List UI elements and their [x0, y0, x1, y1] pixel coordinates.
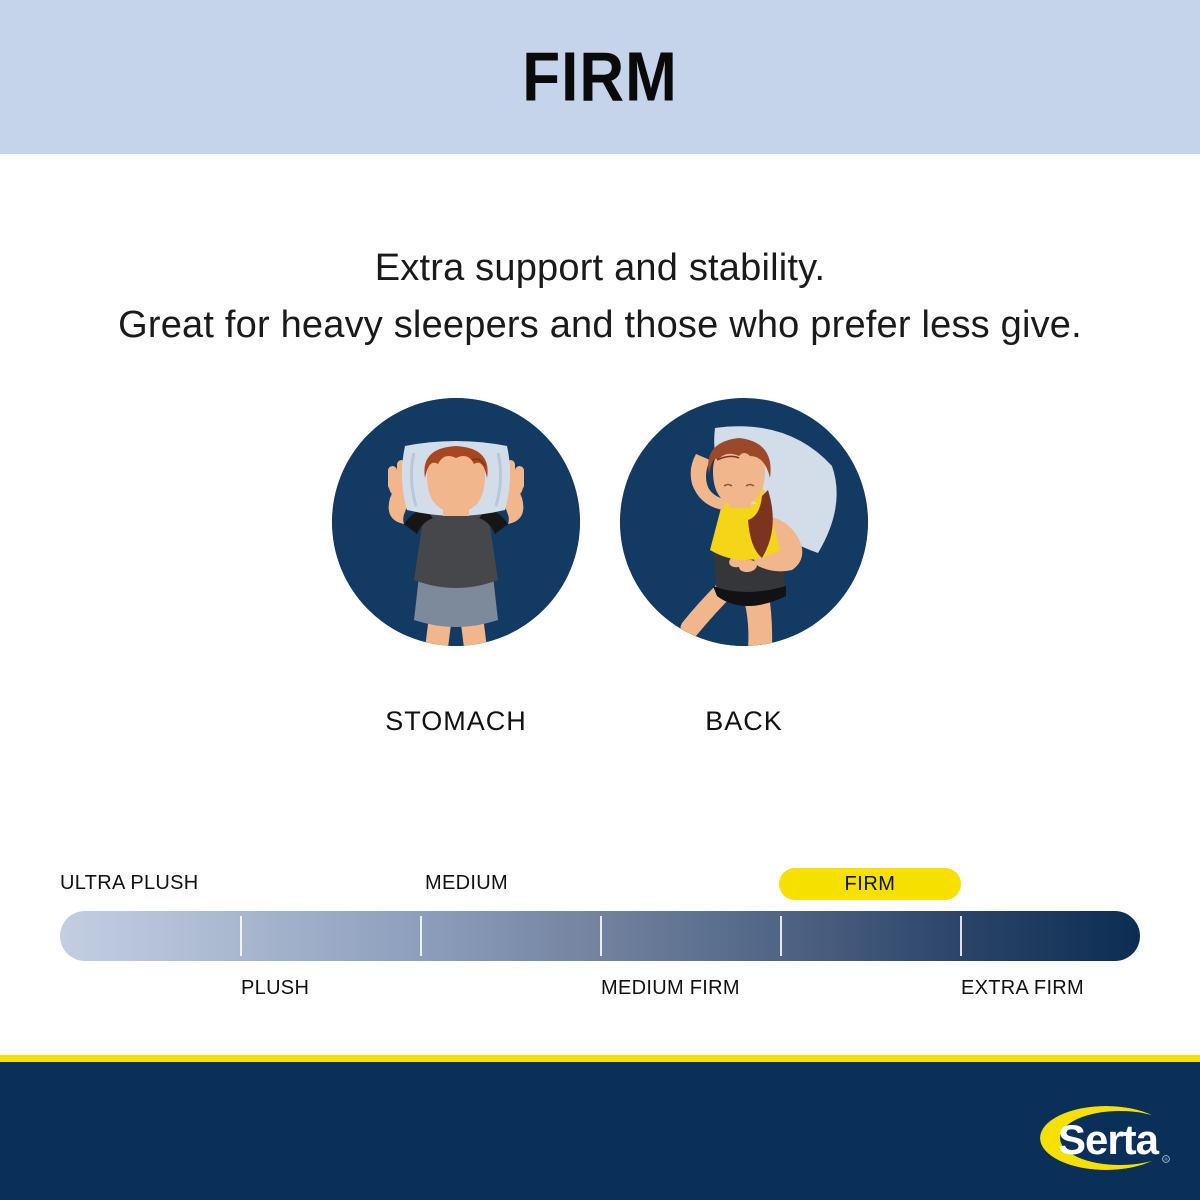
svg-text:®: ® — [1164, 1156, 1168, 1162]
svg-text:Serta: Serta — [1058, 1116, 1160, 1163]
